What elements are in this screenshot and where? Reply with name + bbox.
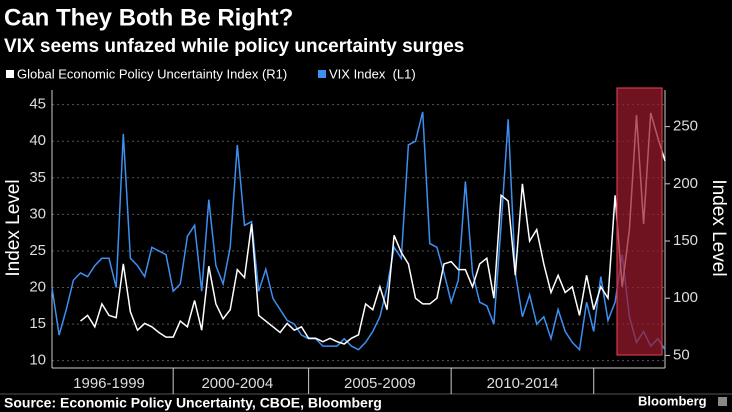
y-tick-label: 15 [29,315,46,332]
legend-swatch [318,70,326,78]
legend-swatch [6,70,14,78]
y-tick-label: 25 [29,242,46,259]
y-tick-label: 35 [29,169,46,186]
y-tick-label: 45 [29,96,46,113]
x-tick-label: 1996-1999 [73,375,145,392]
highlight-box [616,87,663,356]
y-tick-label: 40 [29,132,46,149]
brand: Bloomberg [638,393,707,408]
y-tick-label: 20 [29,278,46,295]
legend-label: VIX Index (L1) [329,66,416,81]
x-tick-label: 2010-2014 [487,375,559,392]
y2-tick-label: 150 [673,232,698,249]
chart-title: Can They Both Be Right? [4,4,293,31]
legend-label: Global Economic Policy Uncertainty Index… [17,66,287,81]
y2-axis-title: Index Level [708,179,729,276]
chart-subtitle: VIX seems unfazed while policy uncertain… [4,36,464,57]
y2-tick-label: 50 [673,346,690,363]
brand-icon [718,397,727,406]
y2-tick-label: 200 [673,175,698,192]
series-line [80,112,666,345]
y-axis-title: Index Level [3,179,24,276]
y-tick-label: 10 [29,352,46,369]
x-tick-label: 2000-2004 [201,375,273,392]
x-tick-label: 2005-2009 [344,375,416,392]
y-tick-label: 30 [29,205,46,222]
y2-tick-label: 100 [673,289,698,306]
series-line [51,111,666,352]
source-note: Source: Economic Policy Uncertainty, CBO… [4,395,382,411]
y2-tick-label: 250 [673,118,698,135]
